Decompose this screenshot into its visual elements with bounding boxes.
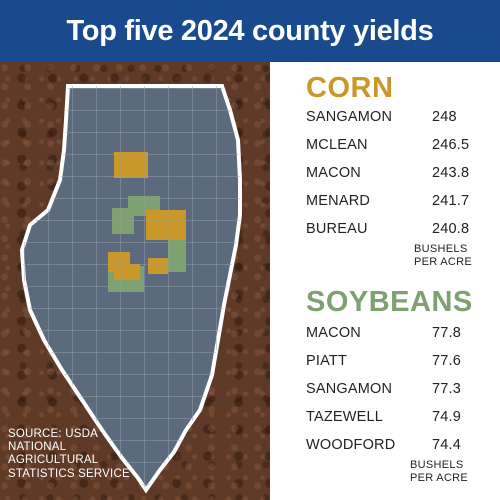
county-name: MENARD xyxy=(306,193,371,209)
soybean-row: WOODFORD 74.4 xyxy=(306,437,491,457)
yield-value: 77.8 xyxy=(432,325,462,341)
county-name: MACON xyxy=(306,325,361,341)
county-name: MCLEAN xyxy=(306,137,368,153)
county-name: WOODFORD xyxy=(306,437,396,453)
yield-value: 77.3 xyxy=(432,381,462,397)
corn-row: MENARD 241.7 xyxy=(306,193,491,213)
county-name: PIATT xyxy=(306,353,348,369)
soybean-row: TAZEWELL 74.9 xyxy=(306,409,491,429)
yield-value: 77.6 xyxy=(432,353,462,369)
county-name: BUREAU xyxy=(306,221,368,237)
corn-row: MACON 243.8 xyxy=(306,165,491,185)
corn-row: MCLEAN 246.5 xyxy=(306,137,491,157)
page-title: Top five 2024 county yields xyxy=(0,0,500,62)
county-name: SANGAMON xyxy=(306,109,393,125)
corn-row: SANGAMON 248 xyxy=(306,109,491,129)
county-name: SANGAMON xyxy=(306,381,393,397)
yield-value: 74.9 xyxy=(432,409,462,425)
soybean-row: PIATT 77.6 xyxy=(306,353,491,373)
yield-value: 240.8 xyxy=(432,221,470,237)
corn-heading: CORN xyxy=(306,72,394,104)
soybean-row: MACON 77.8 xyxy=(306,325,491,345)
soybeans-unit-label: BUSHELS PER ACRE xyxy=(410,459,469,484)
soybeans-heading: SOYBEANS xyxy=(306,286,473,318)
soybean-row: SANGAMON 77.3 xyxy=(306,381,491,401)
corn-row: BUREAU 240.8 xyxy=(306,221,491,241)
source-note: SOURCE: USDA NATIONAL AGRICULTURAL STATI… xyxy=(8,428,130,480)
yield-value: 246.5 xyxy=(432,137,470,153)
illinois-county-map xyxy=(19,84,242,494)
yield-value: 243.8 xyxy=(432,165,470,181)
yields-panel: CORN SANGAMON 248 MCLEAN 246.5 MACON 243… xyxy=(278,62,500,500)
corn-unit-label: BUSHELS PER ACRE xyxy=(414,243,473,268)
yield-value: 248 xyxy=(432,109,457,125)
county-name: TAZEWELL xyxy=(306,409,384,425)
yield-value: 74.4 xyxy=(432,437,462,453)
yield-value: 241.7 xyxy=(432,193,470,209)
county-name: MACON xyxy=(306,165,361,181)
